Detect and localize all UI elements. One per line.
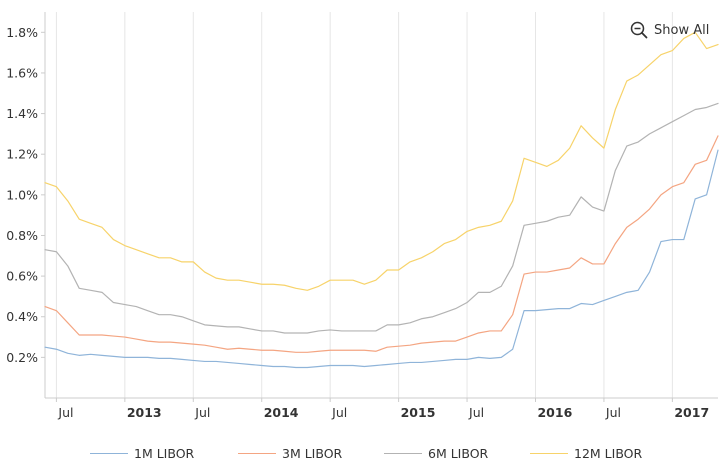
- y-tick-label: 1.2%: [6, 147, 38, 162]
- legend-label: 3M LIBOR: [282, 446, 343, 461]
- legend-item-1m-libor[interactable]: 1M LIBOR: [90, 446, 194, 461]
- series-line-1m-libor[interactable]: [44, 149, 719, 369]
- y-tick-label: 1.0%: [6, 187, 38, 202]
- legend-label: 1M LIBOR: [134, 446, 195, 461]
- x-tick-label: Jul: [194, 405, 210, 420]
- series-lines: [44, 31, 719, 369]
- legend-swatch: [384, 453, 422, 454]
- y-tick-label: 1.6%: [6, 65, 38, 80]
- axes: [41, 12, 718, 402]
- zoom-out-icon: [630, 21, 648, 39]
- y-tick-label: 0.2%: [6, 350, 38, 365]
- y-tick-label: 0.8%: [6, 228, 38, 243]
- x-tick-label: 2014: [264, 405, 299, 420]
- chart-canvas: 0.2% 0.4% 0.6% 0.8% 1.0% 1.2% 1.4% 1.6% 1.8% Jul…: [6, 12, 719, 420]
- y-axis-ticks: 0.2% 0.4% 0.6% 0.8% 1.0% 1.2% 1.4% 1.6% 1.8%: [6, 25, 38, 365]
- show-all-label: Show All: [654, 22, 710, 38]
- legend-swatch: [238, 453, 276, 454]
- x-axis-ticks: Jul 2013 Jul 2014 Jul 2015 Jul 2016 Jul 2017: [57, 405, 709, 420]
- legend-label: 12M LIBOR: [574, 446, 643, 461]
- x-tick-label: 2015: [401, 405, 436, 420]
- y-tick-label: 0.4%: [6, 309, 38, 324]
- x-tick-label: 2013: [127, 405, 162, 420]
- x-tick-label: Jul: [468, 405, 484, 420]
- legend-swatch: [90, 453, 128, 454]
- legend-item-6m-libor[interactable]: 6M LIBOR: [384, 446, 488, 461]
- show-all-button[interactable]: Show All: [630, 19, 709, 41]
- x-tick-label: Jul: [331, 405, 347, 420]
- legend-item-12m-libor[interactable]: 12M LIBOR: [530, 446, 642, 461]
- y-tick-label: 0.6%: [6, 269, 38, 284]
- y-tick-label: 1.4%: [6, 106, 38, 121]
- y-tick-label: 1.8%: [6, 25, 38, 40]
- legend-item-3m-libor[interactable]: 3M LIBOR: [238, 446, 342, 461]
- x-tick-label: Jul: [605, 405, 621, 420]
- chart-legend: 1M LIBOR 3M LIBOR 6M LIBOR 12M LIBOR: [0, 440, 728, 464]
- series-line-6m-libor[interactable]: [44, 102, 719, 334]
- x-tick-label: 2016: [537, 405, 572, 420]
- series-line-12m-libor[interactable]: [44, 31, 719, 291]
- legend-swatch: [530, 453, 568, 454]
- series-line-3m-libor[interactable]: [44, 135, 719, 353]
- grid-lines: [55, 12, 673, 398]
- legend-label: 6M LIBOR: [428, 446, 489, 461]
- x-tick-label: Jul: [57, 405, 73, 420]
- x-tick-label: 2017: [674, 405, 709, 420]
